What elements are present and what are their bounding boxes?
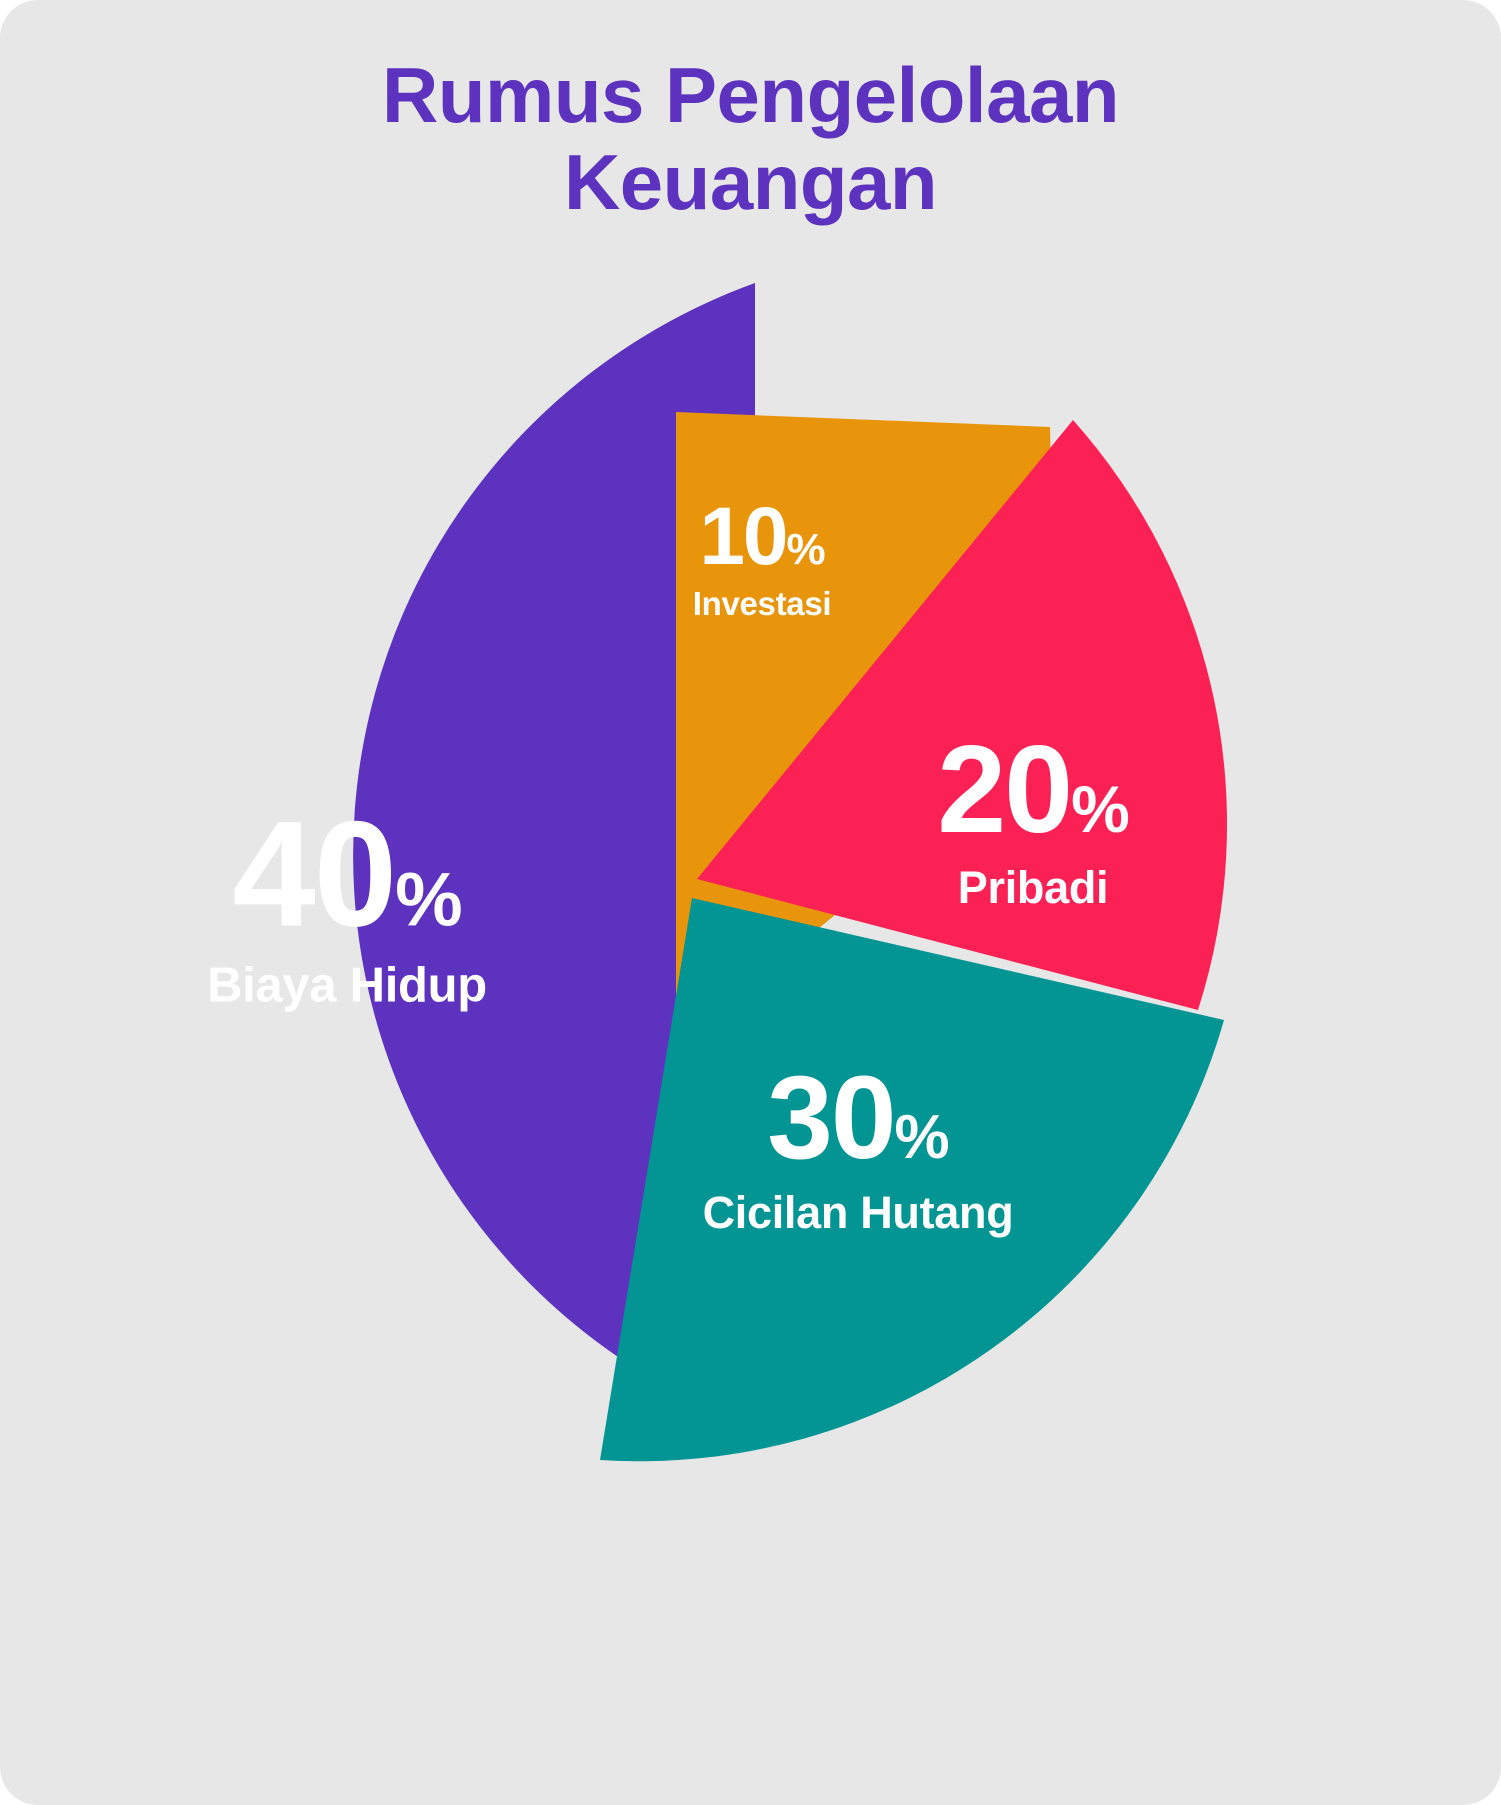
pie-slice-cicilan-hutang[interactable] [600, 898, 1224, 1462]
page-title: Rumus Pengelolaan Keuangan [382, 51, 1120, 227]
pie-slice-pribadi[interactable] [697, 420, 1228, 1010]
